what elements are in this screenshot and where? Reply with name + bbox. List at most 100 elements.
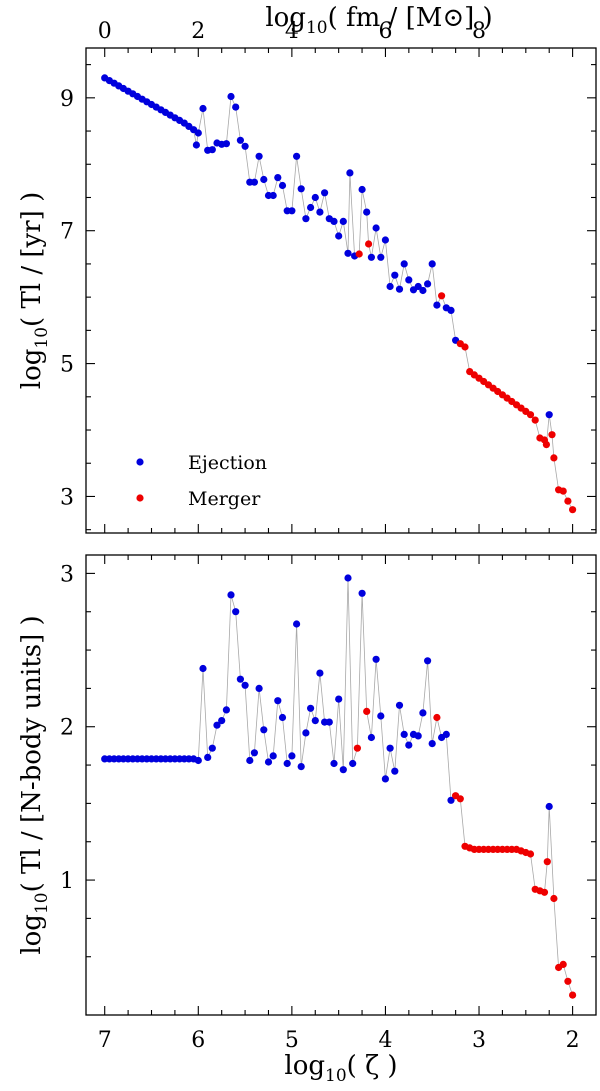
top-point-ejection-51 (335, 232, 343, 240)
bottom-point-ejection-54 (358, 589, 366, 597)
top-point-merger-4 (461, 343, 469, 351)
top-point-ejection-28 (227, 92, 235, 101)
top-point-merger-22 (542, 441, 551, 449)
bottom-point-ejection-61 (395, 701, 404, 709)
bottom-ytick-label: 2 (60, 716, 74, 741)
top-xtick-label: 8 (472, 19, 486, 44)
bottom-point-ejection-36 (269, 752, 277, 760)
bottom-point-ejection-49 (330, 759, 338, 768)
top-xtick-label: 4 (285, 19, 299, 44)
top-point-merger-28 (569, 506, 577, 514)
bottom-point-ejection-66 (419, 709, 427, 717)
bottom-point-merger-24 (550, 894, 558, 903)
top-connecting-line (104, 77, 573, 510)
bottom-point-ejection-39 (283, 759, 291, 768)
bottom-point-ejection-71 (447, 796, 455, 804)
bottom-xtick-label: 4 (378, 1028, 392, 1053)
bottom-point-ejection-67 (424, 657, 432, 665)
top-point-ejection-42 (293, 152, 301, 160)
bottom-point-merger-28 (569, 991, 577, 999)
top-point-ejection-71 (428, 260, 436, 268)
top-point-ejection-39 (278, 181, 287, 190)
bottom-point-ejection-42 (297, 763, 305, 771)
bottom-point-ejection-20 (194, 756, 202, 765)
bottom-point-ejection-40 (288, 752, 296, 760)
bottom-ytick-label: 3 (60, 562, 74, 587)
bottom-point-ejection-63 (405, 741, 413, 749)
legend-label-merger: Merger (188, 488, 261, 510)
bottom-point-merger-22 (540, 888, 549, 896)
top-point-ejection-52 (339, 217, 347, 225)
bottom-point-series1-0 (545, 802, 553, 811)
top-point-ejection-44 (302, 215, 310, 223)
top-point-ejection-68 (414, 282, 422, 291)
bottom-point-ejection-45 (311, 717, 319, 725)
top-point-ejection-57 (363, 208, 371, 216)
top-point-ejection-63 (391, 271, 399, 279)
bottom-point-merger-23 (543, 858, 551, 866)
top-point-ejection-45 (307, 203, 315, 212)
top-point-ejection-54 (346, 169, 354, 177)
top-secondary-xlabel: log10( fm / [M⊙] ) (265, 3, 492, 38)
bottom-point-ejection-21 (199, 664, 207, 673)
top-point-ejection-74 (447, 306, 455, 314)
bottom-point-merger-27 (564, 977, 572, 985)
bottom-point-ejection-38 (278, 713, 287, 722)
bottom-point-ejection-33 (255, 684, 263, 693)
top-point-merger-27 (564, 497, 572, 505)
bottom-point-ejection-65 (414, 732, 422, 740)
top-point-ejection-24 (208, 146, 216, 154)
bottom-point-ejection-43 (302, 729, 310, 737)
top-panel-frame (85, 47, 597, 534)
legend-label-ejection: Ejection (188, 452, 267, 474)
top-point-ejection-38 (274, 174, 282, 182)
top-point-merger-1 (365, 240, 373, 248)
bottom-point-ejection-68 (428, 740, 436, 748)
top-point-merger-18 (526, 411, 535, 419)
bottom-point-ejection-26 (222, 706, 230, 714)
bottom-xtick-label: 6 (191, 1028, 205, 1053)
top-point-ejection-72 (433, 301, 441, 309)
bottom-point-ejection-50 (335, 695, 343, 703)
bottom-point-ejection-51 (339, 766, 347, 774)
bottom-xtick-label: 2 (566, 1028, 580, 1053)
bottom-xlabel: log10( ζ ) (284, 1051, 397, 1086)
top-point-ejection-47 (316, 208, 324, 216)
top-ytick-label: 5 (60, 353, 74, 378)
top-point-ejection-50 (330, 217, 338, 225)
top-point-merger-2 (438, 292, 446, 300)
top-point-ejection-20 (194, 129, 202, 137)
bottom-point-merger-19 (526, 850, 535, 858)
bottom-point-ejection-48 (325, 718, 333, 726)
bottom-point-ejection-37 (274, 697, 282, 705)
top-point-merger-23 (548, 431, 556, 439)
bottom-point-ejection-59 (386, 744, 394, 752)
bottom-point-ejection-60 (391, 767, 399, 775)
bottom-ytick-label: 1 (60, 869, 74, 894)
top-point-merger-19 (531, 416, 539, 424)
top-point-ejection-33 (250, 178, 258, 186)
top-point-ejection-46 (311, 193, 319, 202)
bottom-point-ejection-27 (227, 591, 235, 599)
top-point-merger-0 (355, 250, 363, 258)
top-point-ejection-31 (241, 142, 249, 150)
bottom-xtick-label: 5 (285, 1028, 299, 1053)
bottom-point-ejection-46 (316, 669, 324, 677)
bottom-point-merger-0 (353, 744, 361, 752)
bottom-ylabel: log10( Tl / [N-body units] ) (17, 615, 52, 954)
top-point-ejection-53 (344, 249, 352, 257)
bottom-point-ejection-30 (241, 681, 249, 689)
top-point-ejection-22 (199, 104, 207, 113)
top-point-ejection-56 (358, 185, 366, 194)
top-point-ejection-62 (386, 282, 394, 291)
bottom-point-ejection-28 (232, 608, 240, 616)
bottom-point-ejection-53 (349, 759, 357, 768)
bottom-point-ejection-56 (372, 655, 380, 663)
top-point-merger-24 (550, 454, 558, 462)
bottom-point-ejection-23 (208, 744, 216, 752)
bottom-point-merger-26 (559, 960, 567, 969)
top-point-ejection-48 (321, 189, 329, 197)
bottom-panel-frame (85, 554, 597, 1016)
bottom-point-ejection-55 (367, 733, 375, 742)
